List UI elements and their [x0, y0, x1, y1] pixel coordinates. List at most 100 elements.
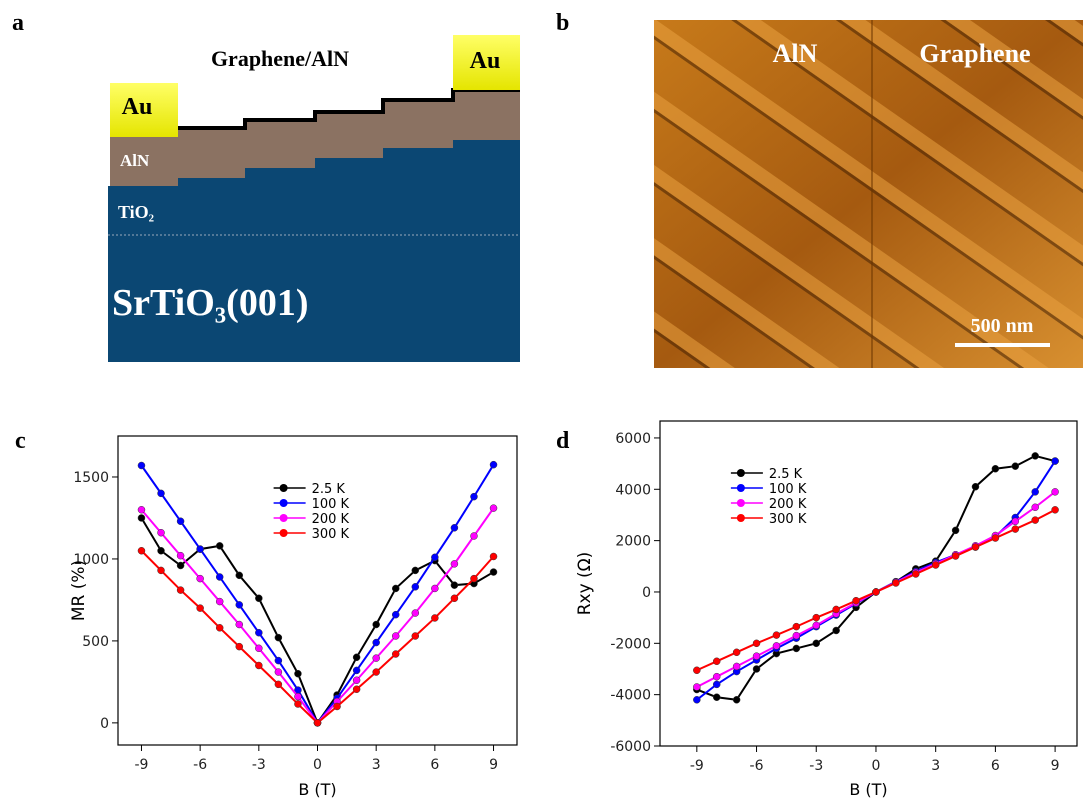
legend-marker	[737, 514, 745, 522]
data-point	[255, 595, 262, 602]
data-point	[470, 532, 477, 539]
panel-label: d	[556, 428, 570, 454]
data-point	[490, 505, 497, 512]
y-axis-label: Rxy (Ω)	[575, 552, 595, 616]
data-point	[275, 669, 282, 676]
data-point	[912, 571, 919, 578]
x-tick-label: -3	[252, 757, 266, 773]
data-point	[392, 611, 399, 618]
data-point	[255, 629, 262, 636]
data-point	[197, 575, 204, 582]
data-point	[431, 585, 438, 592]
data-point	[236, 572, 243, 579]
data-point	[451, 595, 458, 602]
data-point	[216, 542, 223, 549]
legend-marker	[280, 514, 288, 522]
x-tick-label: -6	[193, 757, 207, 773]
x-tick-label: 6	[991, 758, 1000, 774]
x-tick-label: 6	[430, 757, 439, 773]
data-point	[177, 552, 184, 559]
data-point	[138, 547, 145, 554]
data-point	[972, 483, 979, 490]
y-axis-label: MR (%)	[69, 560, 89, 621]
legend-label: 100 K	[769, 482, 807, 497]
data-point	[275, 634, 282, 641]
y-tick-label: 500	[82, 634, 109, 650]
data-point	[972, 544, 979, 551]
x-tick-label: 3	[372, 757, 381, 773]
panel-label: c	[15, 428, 26, 454]
data-point	[373, 621, 380, 628]
legend-marker	[737, 469, 745, 477]
data-point	[733, 649, 740, 656]
data-point	[693, 667, 700, 674]
data-point	[713, 658, 720, 665]
data-point	[813, 640, 820, 647]
data-point	[451, 560, 458, 567]
data-point	[177, 587, 184, 594]
data-point	[158, 529, 165, 536]
data-point	[373, 639, 380, 646]
data-point	[177, 518, 184, 525]
data-point	[793, 632, 800, 639]
data-point	[952, 527, 959, 534]
data-point	[1012, 526, 1019, 533]
data-point	[392, 585, 399, 592]
data-point	[236, 643, 243, 650]
data-point	[490, 553, 497, 560]
data-point	[412, 632, 419, 639]
x-axis-label: B (T)	[849, 780, 887, 799]
data-point	[334, 703, 341, 710]
y-tick-label: 1500	[73, 470, 109, 486]
data-point	[294, 670, 301, 677]
data-point	[773, 642, 780, 649]
data-point	[451, 582, 458, 589]
data-point	[813, 622, 820, 629]
scale-bar-label: 500 nm	[971, 315, 1034, 337]
legend-label: 300 K	[769, 512, 807, 527]
data-point	[138, 462, 145, 469]
data-point	[197, 605, 204, 612]
y-tick-label: 4000	[615, 482, 651, 498]
y-tick-label: 2000	[615, 534, 651, 550]
data-point	[158, 567, 165, 574]
data-point	[992, 465, 999, 472]
data-point	[412, 610, 419, 617]
data-point	[470, 493, 477, 500]
series-line	[141, 551, 493, 723]
data-point	[1032, 517, 1039, 524]
data-point	[713, 673, 720, 680]
data-point	[216, 624, 223, 631]
data-point	[693, 683, 700, 690]
data-point	[216, 573, 223, 580]
data-point	[236, 601, 243, 608]
legend-label: 100 K	[312, 497, 350, 512]
data-point	[833, 606, 840, 613]
legend-marker	[280, 529, 288, 537]
data-point	[353, 667, 360, 674]
data-point	[713, 694, 720, 701]
legend-marker	[737, 484, 745, 492]
data-point	[833, 627, 840, 634]
data-point	[490, 569, 497, 576]
data-point	[373, 655, 380, 662]
data-point	[138, 514, 145, 521]
data-point	[451, 524, 458, 531]
legend-label: 300 K	[312, 527, 350, 542]
data-point	[1012, 518, 1019, 525]
data-point	[793, 645, 800, 652]
data-point	[470, 575, 477, 582]
data-point	[1012, 463, 1019, 470]
x-axis-label: B (T)	[298, 780, 336, 799]
data-point	[431, 614, 438, 621]
data-point	[693, 696, 700, 703]
data-point	[431, 554, 438, 561]
x-tick-label: 0	[313, 757, 322, 773]
y-tick-label: 0	[642, 585, 651, 601]
x-tick-label: -9	[134, 757, 148, 773]
legend-label: 200 K	[312, 512, 350, 527]
data-point	[158, 547, 165, 554]
x-tick-label: -9	[690, 758, 704, 774]
data-point	[872, 588, 879, 595]
legend-label: 200 K	[769, 497, 807, 512]
